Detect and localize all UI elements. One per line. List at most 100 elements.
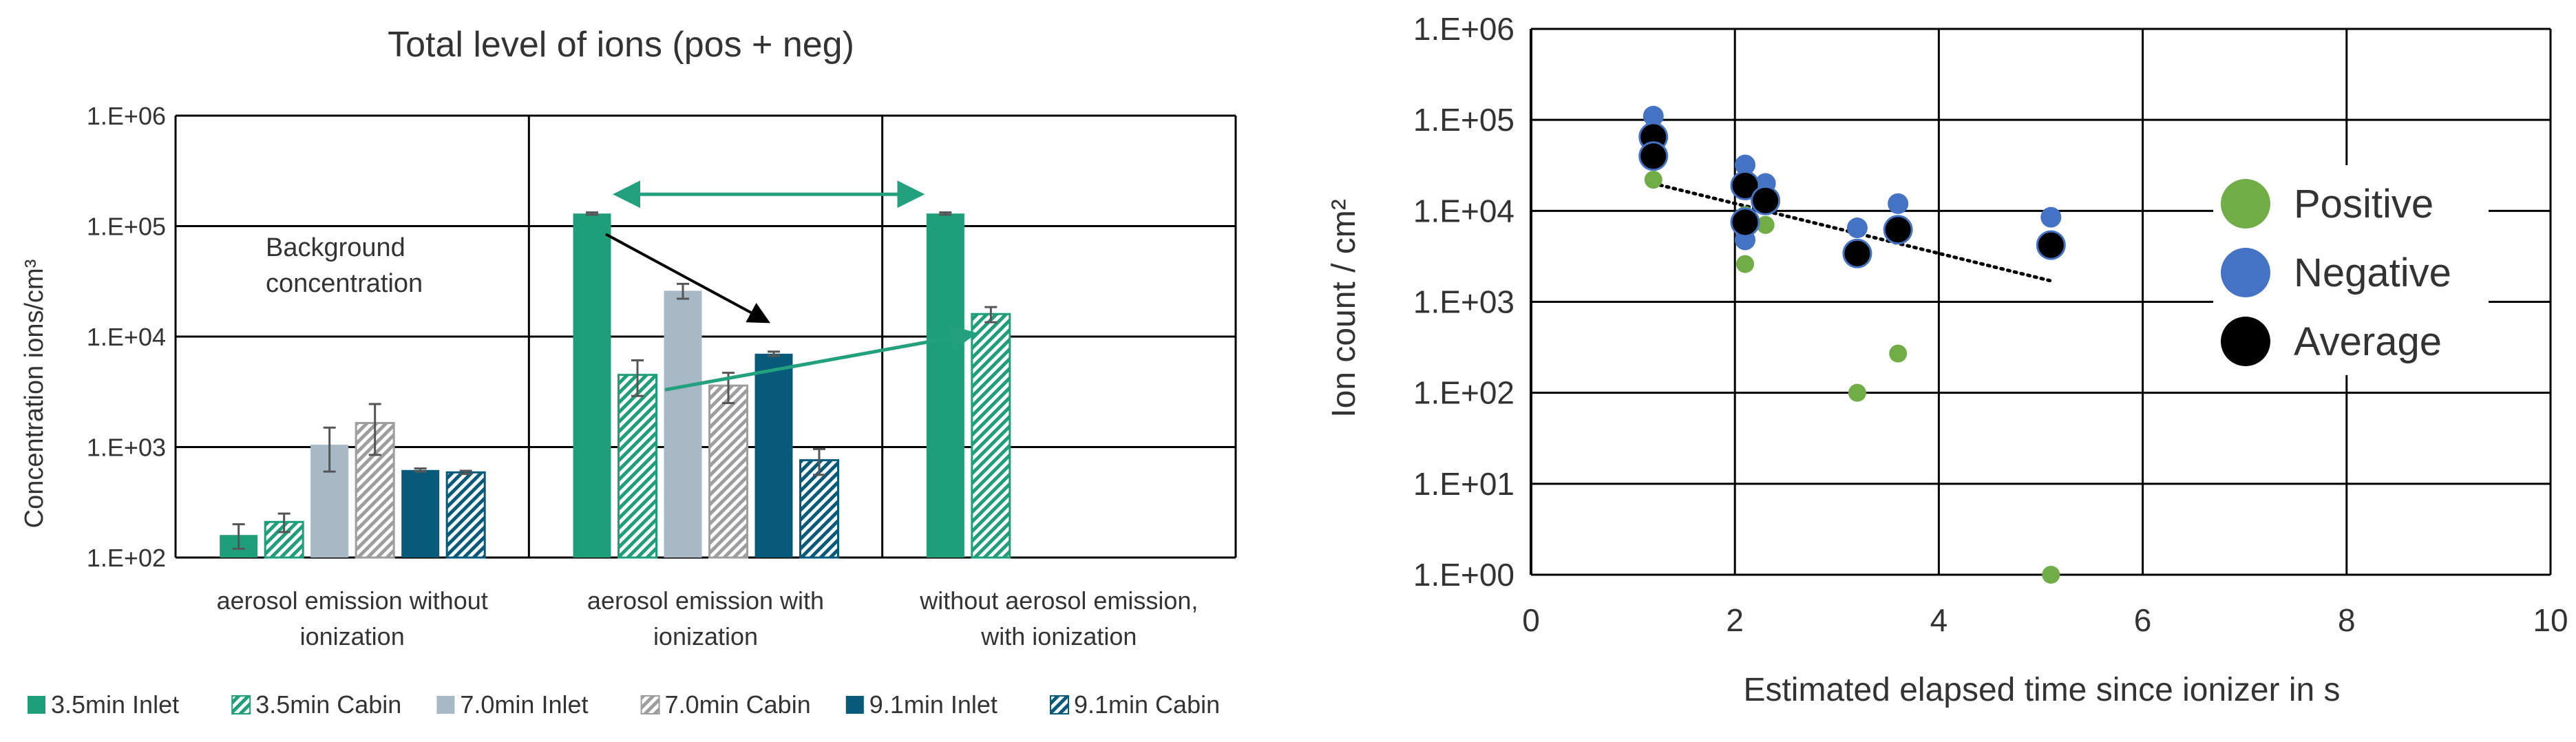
annotation-text: concentration [266,269,423,298]
bar-chart: Total level of ions (pos + neg) 1.E+021.… [20,25,1237,719]
legend-swatch [436,696,455,714]
error-bar [368,403,381,456]
trendline [1651,182,2053,283]
bar-chart-y-axis-label: Concentration ions/cm³ [20,259,49,529]
error-bar [939,211,952,216]
scatter-x-tick-label: 6 [2134,602,2152,638]
bar [401,469,440,558]
legend-marker [2221,317,2270,366]
error-bar [277,512,291,533]
bar [708,384,748,559]
bar [971,312,1011,559]
scatter-y-tick-label: 1.E+00 [1413,557,1514,593]
bar [664,290,702,558]
scatter-y-tick-label: 1.E+02 [1413,375,1514,411]
scatter-plot-area: 1.E+00 1.E+01 1.E+02 1.E+03 1.E+04 1.E+05 1.E+… [1413,11,2568,638]
scatter-point [1756,215,1775,234]
legend-swatch [28,696,45,714]
error-bar [631,359,644,397]
error-bar [232,523,245,550]
error-bar [984,306,997,324]
error-bar [677,282,689,300]
error-bar [586,211,598,216]
scatter-y-tick-label: 1.E+01 [1413,466,1514,502]
legend-label: 9.1min Inlet [869,690,997,719]
bar [799,459,839,559]
scatter-chart-x-axis-label: Estimated elapsed time since ionizer in … [1743,672,2340,708]
scatter-point [1730,207,1760,237]
scatter-y-tick-label: 1.E+05 [1413,102,1514,138]
error-bar [323,426,336,473]
bar-category-label: aerosol emission without [217,586,488,615]
bar-category-label: ionization [300,622,405,650]
scatter-point [1888,193,1909,214]
annotation-text: Background [266,233,405,262]
scatter-point [1751,185,1781,215]
scatter-x-tick-label: 0 [1522,602,1540,638]
error-bar [459,469,472,476]
scatter-point [1730,170,1760,200]
scatter-point [1883,215,1913,245]
bar-y-tick-label: 1.E+04 [87,323,166,351]
legend-label: Positive [2294,182,2434,226]
legend-marker [2221,179,2270,229]
bar-category-label: ionization [653,622,758,650]
bar [573,213,611,558]
arrow [664,324,978,392]
legend-label: 7.0min Inlet [460,690,588,719]
legend-swatch [845,696,864,714]
bar-y-tick-label: 1.E+02 [87,544,166,572]
legend-label: 9.1min Cabin [1074,690,1220,719]
scatter-y-tick-label: 1.E+04 [1413,193,1514,229]
scatter-point [1848,383,1866,402]
scatter-x-tick-label: 8 [2338,602,2356,638]
legend-swatch [640,695,660,714]
scatter-point [1644,171,1662,189]
bar [617,374,657,559]
legend-swatch [1050,695,1069,714]
error-bar [414,467,427,473]
legend-swatch [231,695,251,714]
legend-label: Negative [2294,251,2451,295]
scatter-chart-legend: Positive Negative Average [2213,165,2489,375]
bar-category-label: without aerosol emission, [919,586,1198,615]
scatter-x-tick-label: 10 [2533,602,2568,638]
bar-category-label: aerosol emission with [587,586,824,615]
scatter-chart-y-axis-label: Ion count / cm² [1326,199,1362,417]
scatter-point [2040,206,2062,228]
legend-label: 7.0min Cabin [665,690,811,719]
scatter-point [2036,230,2066,260]
scatter-x-tick-label: 4 [1930,602,1948,638]
scatter-point [1735,154,1756,176]
bar [926,213,964,558]
bar-chart-title: Total level of ions (pos + neg) [388,25,854,65]
bar-category-label: with ionization [980,622,1137,650]
scatter-point [2042,566,2060,584]
legend-label: 3.5min Cabin [255,690,401,719]
scatter-chart: 1.E+00 1.E+01 1.E+02 1.E+03 1.E+04 1.E+05 1.E+… [1326,11,2568,708]
scatter-point [1842,238,1872,268]
scatter-point [1889,344,1908,363]
scatter-x-tick-label: 2 [1726,602,1744,638]
legend-label: 3.5min Inlet [51,690,179,719]
scatter-point [1846,218,1868,239]
error-bar [768,350,780,357]
scatter-point [1638,141,1669,171]
bar-plot-area: 1.E+02 1.E+03 1.E+04 1.E+05 1.E+06 aerosol em… [87,102,1237,650]
scatter-y-tick-label: 1.E+06 [1413,11,1514,47]
error-bar [813,447,825,476]
bar-chart-legend: 3.5min Inlet 3.5min Cabin 7.0min Inlet 7.0m… [28,690,1220,719]
bar [754,353,793,558]
bar-y-tick-label: 1.E+06 [87,102,166,130]
legend-label: Average [2294,319,2442,364]
bar-y-tick-label: 1.E+03 [87,434,166,462]
scatter-point [1736,255,1755,273]
bar-y-tick-label: 1.E+05 [87,213,166,241]
arrow [605,233,771,324]
bar [445,471,486,559]
legend-marker [2221,248,2270,297]
scatter-point [1643,105,1664,127]
scatter-y-tick-label: 1.E+03 [1413,284,1514,320]
